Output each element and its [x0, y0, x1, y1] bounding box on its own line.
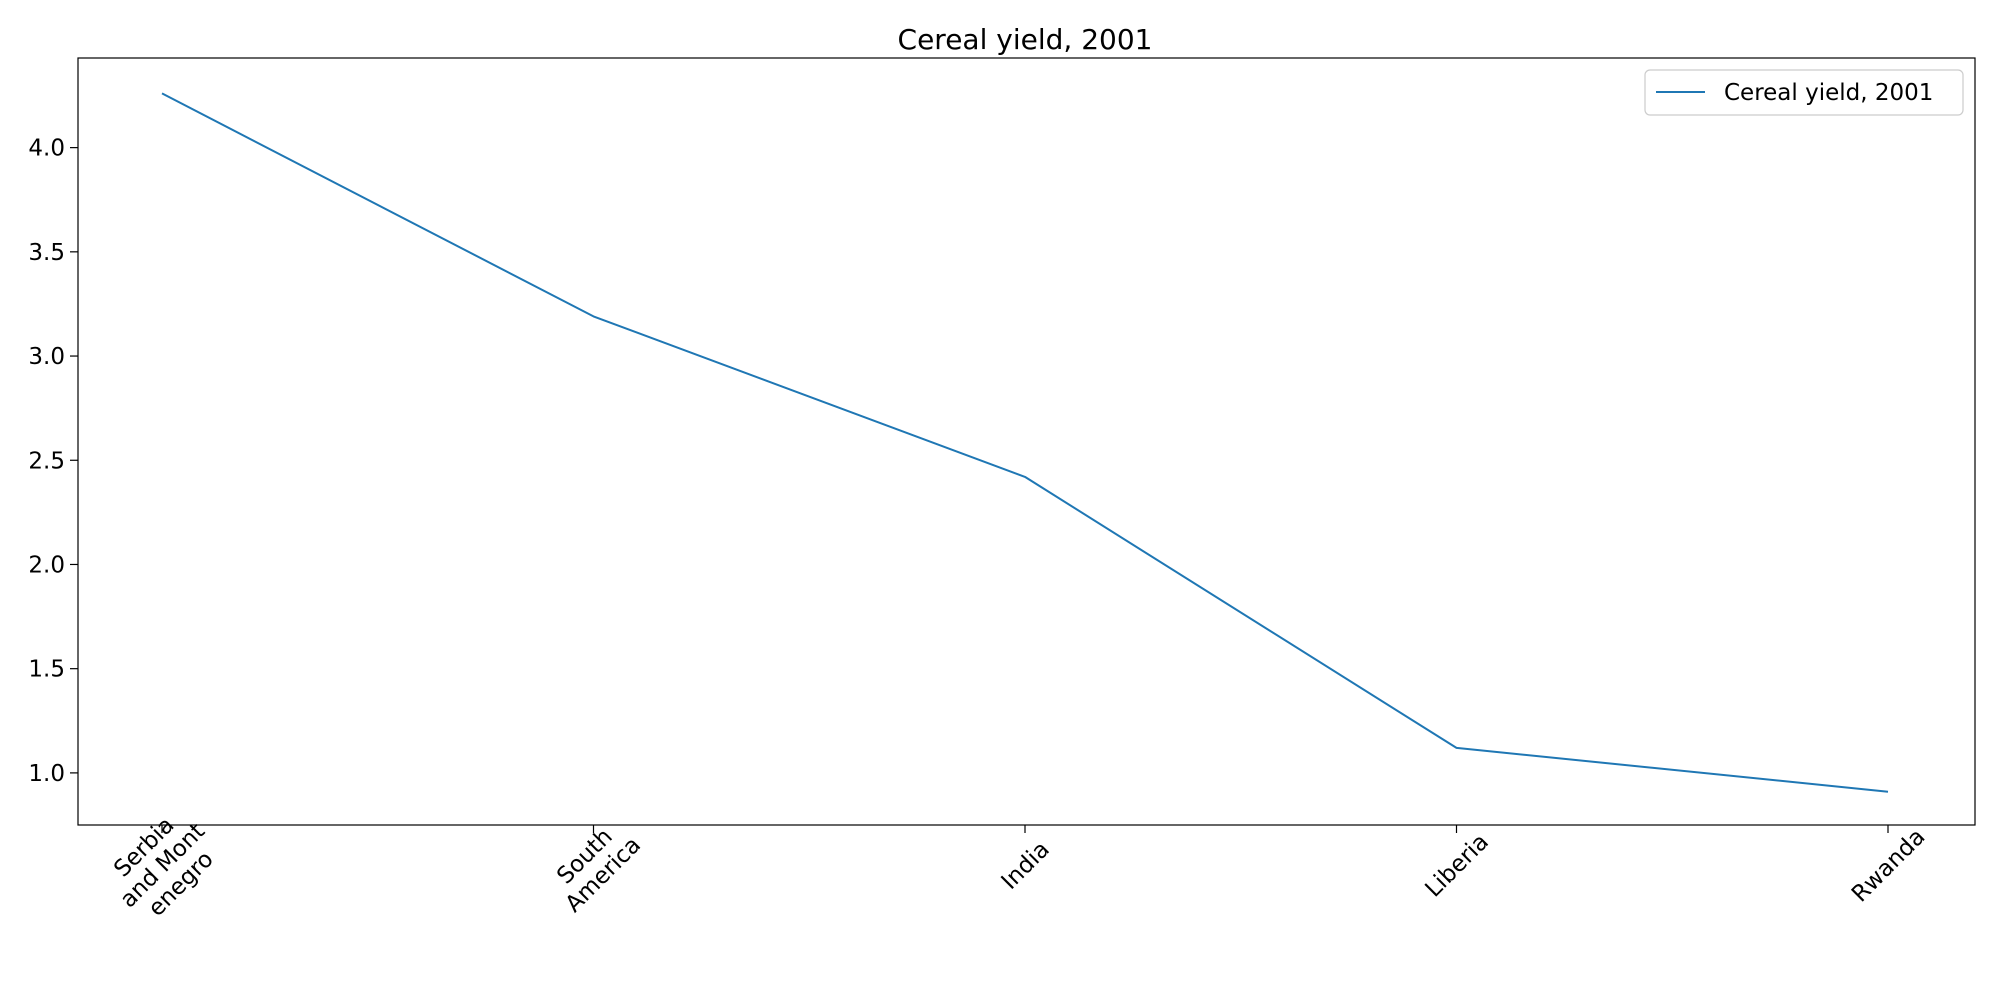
series-layer	[161, 92, 1889, 793]
legend-label: Cereal yield, 2001	[1724, 80, 1933, 106]
y-tick-label: 3.5	[28, 240, 65, 266]
y-tick-label: 1.5	[28, 657, 65, 683]
x-tick-label-line: Rwanda	[1847, 824, 1931, 908]
series-line	[161, 92, 1889, 793]
y-tick-label: 3.0	[28, 344, 65, 370]
y-tick-label: 4.0	[28, 136, 65, 162]
y-tick-label: 2.0	[28, 552, 65, 578]
plot-area-frame	[77, 57, 1976, 826]
chart-title: Cereal yield, 2001	[898, 23, 1153, 56]
legend[interactable]: Cereal yield, 2001	[1644, 69, 1964, 116]
x-tick-label: India	[997, 837, 1055, 895]
y-axis: 1.0 1.5 2.0 2.5 3.0 3.5 4.0	[28, 136, 78, 787]
x-tick-label-line: Liberia	[1420, 829, 1493, 902]
x-tick-label: Rwanda	[1847, 824, 1931, 908]
x-tick-label-line: India	[997, 837, 1055, 895]
legend-box	[1644, 69, 1964, 116]
y-tick-label: 2.5	[28, 448, 65, 474]
y-tick-label: 1.0	[28, 761, 65, 787]
x-tick-label: Liberia	[1420, 829, 1493, 902]
